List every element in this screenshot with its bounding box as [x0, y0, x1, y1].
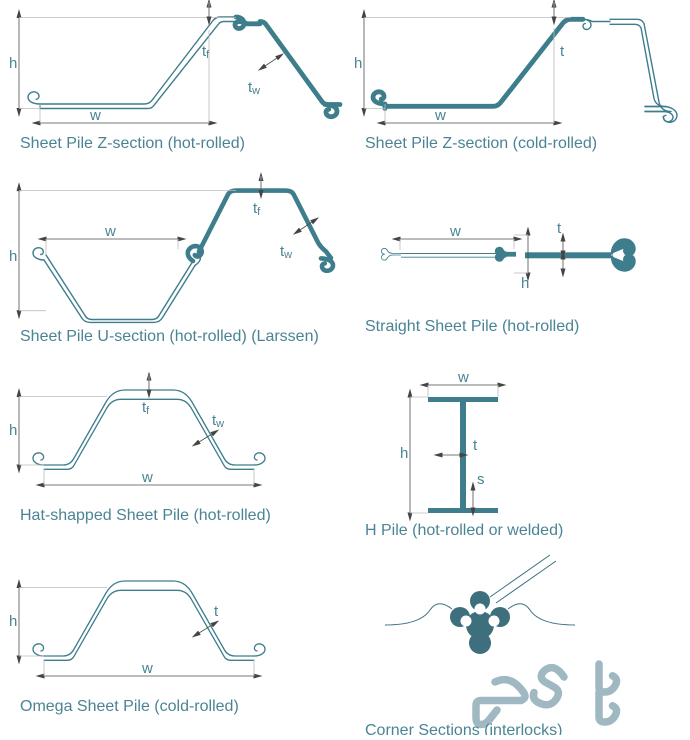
- svg-text:tw: tw: [248, 79, 260, 97]
- svg-text:Straight Sheet Pile (hot-rolle: Straight Sheet Pile (hot-rolled): [365, 318, 579, 335]
- svg-text:Sheet Pile U-section (hot-roll: Sheet Pile U-section (hot-rolled) (Larss…: [20, 328, 319, 345]
- svg-text:tf: tf: [253, 200, 261, 218]
- svg-text:tf: tf: [142, 399, 150, 417]
- svg-text:h: h: [521, 275, 529, 292]
- svg-text:w: w: [89, 107, 101, 124]
- svg-text:w: w: [457, 369, 469, 386]
- svg-text:h: h: [354, 55, 362, 72]
- svg-text:w: w: [141, 469, 153, 486]
- svg-text:tw: tw: [212, 412, 224, 430]
- svg-text:t: t: [214, 603, 219, 620]
- svg-text:s: s: [477, 471, 485, 488]
- svg-text:Sheet Pile Z-section (cold-rol: Sheet Pile Z-section (cold-rolled): [365, 135, 597, 152]
- svg-text:h: h: [9, 248, 17, 265]
- svg-text:w: w: [104, 223, 116, 240]
- svg-text:Omega Sheet Pile (cold-rolled): Omega Sheet Pile (cold-rolled): [20, 698, 239, 715]
- svg-text:tw: tw: [280, 243, 292, 261]
- svg-text:h: h: [9, 55, 17, 72]
- svg-text:t: t: [473, 437, 478, 454]
- svg-text:h: h: [9, 422, 17, 439]
- svg-text:Sheet Pile Z-section (hot-roll: Sheet Pile Z-section (hot-rolled): [20, 135, 245, 152]
- svg-text:H Pile (hot-rolled or welded): H Pile (hot-rolled or welded): [365, 522, 563, 539]
- svg-text:Hat-shapped Sheet Pile (hot-ro: Hat-shapped Sheet Pile (hot-rolled): [20, 507, 271, 524]
- svg-text:w: w: [434, 107, 446, 124]
- svg-text:t: t: [560, 43, 565, 60]
- svg-text:Corner Sections (interlocks): Corner Sections (interlocks): [365, 722, 562, 735]
- svg-text:h: h: [400, 445, 408, 462]
- svg-text:w: w: [141, 660, 153, 677]
- svg-text:w: w: [449, 223, 461, 240]
- svg-text:h: h: [9, 613, 17, 630]
- svg-text:t: t: [557, 220, 562, 237]
